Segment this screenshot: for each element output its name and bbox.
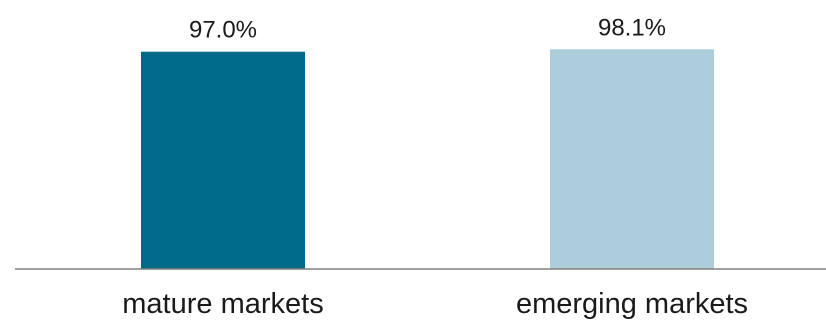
data-label-mature-markets: 97.0%	[189, 17, 257, 44]
category-label-mature-markets: mature markets	[122, 288, 323, 320]
bar-emerging-markets	[550, 49, 714, 270]
bar-mature-markets	[141, 51, 305, 269]
data-label-emerging-markets: 98.1%	[598, 14, 666, 41]
category-label-emerging-markets: emerging markets	[516, 288, 748, 320]
